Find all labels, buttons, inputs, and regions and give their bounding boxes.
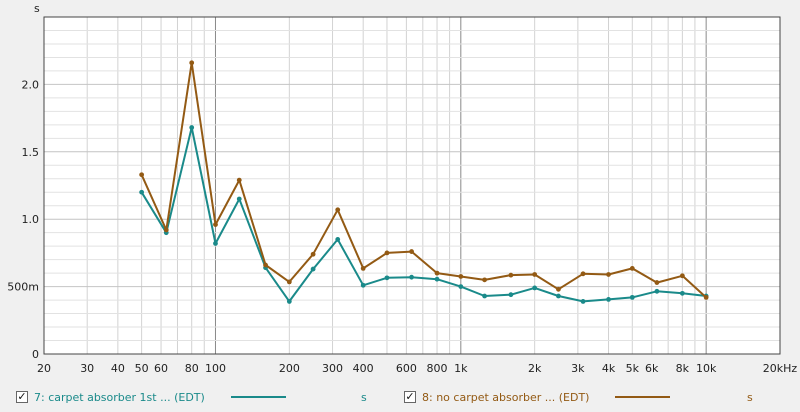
x-tick-label: 2k	[528, 362, 542, 375]
series-2-point	[679, 273, 685, 279]
series-1-unit: s	[361, 390, 367, 404]
series-1-point	[508, 292, 514, 298]
legend-item-1[interactable]: ✓ 7: carpet absorber 1st ... (EDT)	[16, 387, 286, 407]
plot-area	[44, 17, 780, 354]
series-1-point	[482, 293, 487, 299]
series-1-point	[606, 297, 611, 302]
x-tick-label: 3k	[571, 362, 585, 375]
series-2-point	[310, 251, 316, 257]
x-tick-label: 600	[396, 362, 417, 375]
x-tick-label: 40	[111, 362, 125, 375]
series-1-swatch	[230, 396, 286, 398]
series-1-point	[139, 189, 145, 195]
x-tick-label: 6k	[645, 362, 659, 375]
x-tick-label: 10k	[696, 362, 717, 375]
x-tick-label: 100	[205, 362, 226, 375]
series-1-line	[140, 126, 707, 303]
series-1-point	[286, 299, 292, 304]
series-2-point	[263, 262, 268, 268]
series-2-point	[556, 286, 561, 292]
series-2-point	[236, 177, 242, 183]
series-2-point	[629, 266, 635, 271]
series-1-point	[189, 125, 195, 130]
series-1-point	[384, 275, 390, 281]
series-2-point	[335, 207, 341, 213]
series-2-point	[409, 249, 414, 254]
y-tick-label: 0	[32, 348, 39, 361]
series-2-point	[163, 227, 169, 233]
x-tick-label: 60	[154, 362, 168, 375]
series-1-point	[335, 237, 341, 242]
series-1-point	[409, 274, 414, 280]
series-2-point	[458, 274, 464, 279]
x-tick-label: 8k	[676, 362, 690, 375]
x-tick-labels: 20 30 40 50 60 80 100 200 300 400 600 800 1k 2k 3k 4k 5k…	[37, 362, 797, 375]
edt-chart: 20 30 40 50 60 80 100 200 300 400 600 800 1k 2k 3k 4k 5k…	[7, 2, 797, 375]
series-2-point	[532, 272, 538, 277]
series-2-point	[606, 272, 611, 277]
series-2-point	[384, 250, 390, 256]
y-tick-label: 1.0	[22, 213, 40, 226]
series-2-point	[482, 277, 487, 283]
x-tick-label: 50	[135, 362, 149, 375]
series-2-line	[140, 61, 707, 299]
x-tick-label: 5k	[626, 362, 640, 375]
x-tick-label: 20	[37, 362, 51, 375]
x-tick-label: 800	[427, 362, 448, 375]
x-tick-label: 4k	[602, 362, 616, 375]
series-2-checkbox[interactable]: ✓	[404, 390, 416, 403]
y-tick-labels: 0 500m 1.0 1.5 2.0	[7, 78, 39, 361]
x-tick-label: 300	[322, 362, 343, 375]
series-1-point	[654, 288, 660, 294]
series-2-point	[703, 294, 709, 300]
x-tick-label: 30	[80, 362, 94, 375]
x-tick-label: 20kHz	[763, 362, 798, 375]
series-2-point	[654, 280, 660, 285]
series-1-point	[629, 294, 635, 300]
series-2-point	[189, 60, 195, 66]
series-1-point	[360, 282, 366, 288]
series-2-point	[139, 172, 145, 178]
plot-frame	[43, 16, 781, 355]
x-tick-label: 400	[353, 362, 374, 375]
series-2-point	[360, 266, 366, 271]
series-1-checkbox[interactable]: ✓	[16, 390, 28, 403]
series-2-point	[434, 270, 440, 276]
series-1-point	[532, 285, 538, 291]
series-2-point	[286, 279, 292, 285]
series-1-point	[236, 196, 242, 202]
x-tick-label: 1k	[454, 362, 468, 375]
series-2-label: 8: no carpet absorber ... (EDT)	[422, 390, 590, 404]
series-1-point	[310, 266, 316, 272]
series-1-point	[458, 284, 464, 289]
y-tick-label: 2.0	[22, 78, 40, 91]
series-2-swatch	[615, 396, 671, 398]
legend-item-2[interactable]: ✓ 8: no carpet absorber ... (EDT)	[404, 387, 671, 407]
series-1-point	[679, 290, 685, 296]
series-1-point	[434, 276, 440, 282]
x-tick-label: 80	[185, 362, 199, 375]
series-2-point	[508, 272, 514, 278]
series-1-label: 7: carpet absorber 1st ... (EDT)	[34, 390, 205, 404]
series-2-point	[580, 271, 586, 277]
series-1-point	[213, 241, 218, 246]
y-tick-label: 1.5	[22, 146, 40, 159]
series-group	[139, 60, 709, 304]
grid-lines	[43, 17, 781, 354]
series-1-point	[580, 299, 586, 304]
y-tick-label: 500m	[7, 281, 39, 294]
y-axis-label: s	[34, 2, 40, 15]
series-1-point	[556, 293, 561, 299]
x-tick-label: 200	[279, 362, 300, 375]
series-2-unit: s	[747, 390, 753, 404]
series-2-point	[213, 222, 218, 227]
